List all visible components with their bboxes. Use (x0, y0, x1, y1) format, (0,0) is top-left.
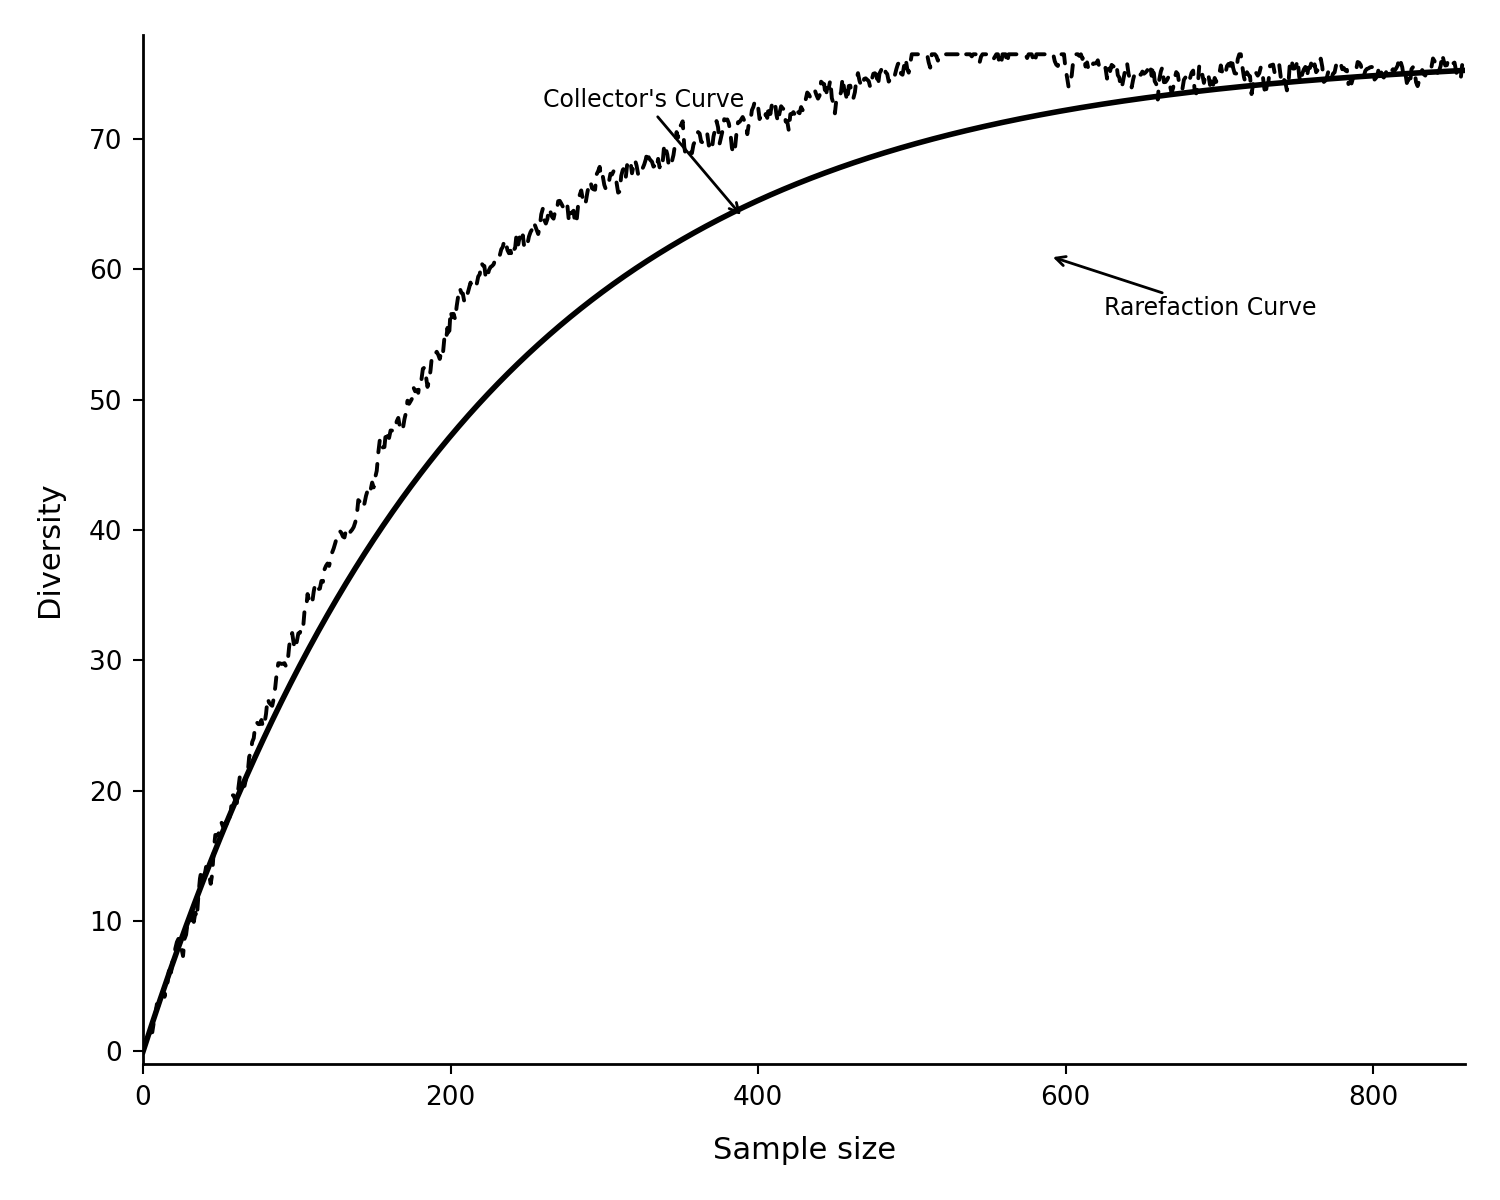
X-axis label: Sample size: Sample size (712, 1136, 896, 1165)
Text: Collector's Curve: Collector's Curve (543, 88, 744, 212)
Text: Rarefaction Curve: Rarefaction Curve (1056, 257, 1317, 320)
Y-axis label: Diversity: Diversity (34, 481, 63, 617)
